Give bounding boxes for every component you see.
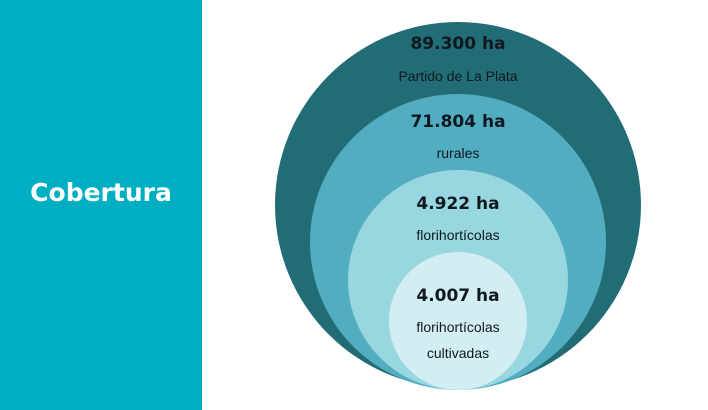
- level-3-value: 4.922 ha: [416, 194, 500, 214]
- level-2-value: 71.804 ha: [410, 112, 506, 132]
- side-panel: [0, 0, 202, 410]
- level-1-description: Partido de La Plata: [398, 68, 518, 84]
- slide-title: Cobertura: [30, 178, 172, 207]
- level-4-value: 4.007 ha: [416, 286, 500, 306]
- level-1-value: 89.300 ha: [410, 34, 506, 54]
- level-4-description-line-1: florihortícolas: [416, 319, 500, 335]
- circle-level-4: [389, 252, 527, 390]
- level-2-description: rurales: [436, 145, 480, 161]
- level-3-description: florihortícolas: [416, 227, 500, 243]
- level-4-description-line-2: cultivadas: [426, 345, 490, 361]
